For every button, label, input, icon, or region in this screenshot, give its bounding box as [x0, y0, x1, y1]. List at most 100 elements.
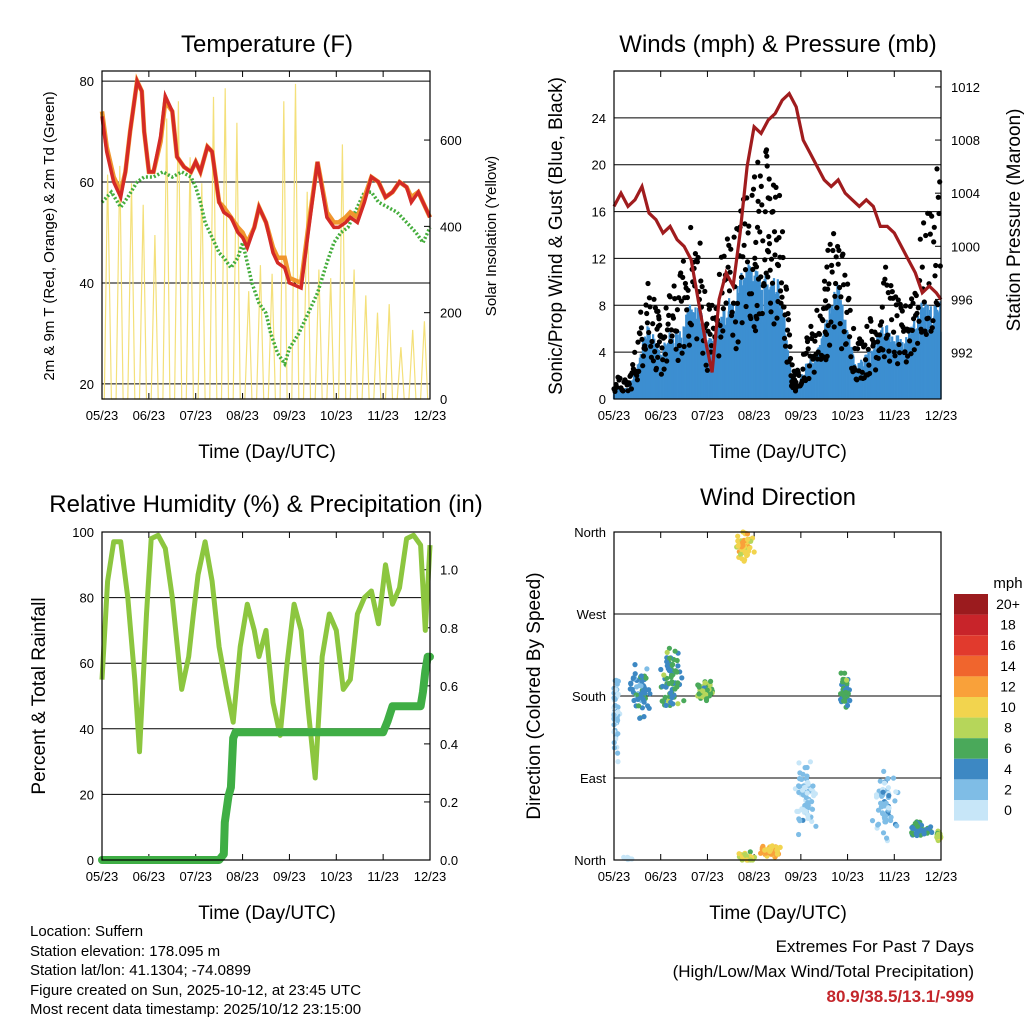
- gust-point: [688, 224, 694, 231]
- rh-precip-plot-area: 0 20 40 60 80 100 05/23 06/23 07/23 08/23 09/23 10/…: [72, 525, 458, 884]
- direction-point: [674, 657, 680, 664]
- gust-point: [730, 332, 736, 338]
- direction-point: [797, 770, 803, 776]
- legend-swatch: [954, 614, 988, 636]
- total-rainfall-line: [98, 652, 434, 864]
- gust-point: [644, 320, 651, 326]
- rh-precip-x-tick-label: 05/23: [86, 869, 119, 884]
- rh-precip-y-tick-label: 20: [80, 787, 94, 802]
- gust-point: [720, 306, 727, 312]
- direction-point: [840, 691, 847, 697]
- temperature-x-tick-label: 08/23: [226, 408, 259, 423]
- temperature-x-tick-label: 10/23: [320, 408, 353, 423]
- direction-point: [696, 691, 702, 697]
- gust-point: [684, 307, 690, 313]
- direction-point: [914, 832, 920, 839]
- gust-point: [910, 300, 916, 306]
- gust-point: [697, 240, 703, 246]
- wind-direction-x-tick-label: 08/23: [738, 869, 771, 884]
- gust-point: [863, 357, 869, 363]
- winds-y-tick-label: 12: [592, 251, 606, 266]
- gust-point: [665, 321, 671, 327]
- wind-direction-y-tick-label: North: [574, 853, 606, 868]
- gust-point: [769, 280, 776, 286]
- wind-direction-y-tick-label: South: [572, 689, 606, 704]
- gust-point: [841, 329, 847, 335]
- gust-point: [894, 313, 900, 319]
- gust-point: [650, 358, 657, 364]
- direction-point: [805, 815, 811, 822]
- gust-point: [826, 281, 832, 287]
- gust-point: [829, 262, 835, 268]
- winds-y-tick-label: 24: [592, 111, 606, 126]
- gust-point: [917, 236, 923, 242]
- gust-point: [686, 333, 692, 339]
- gust-point: [678, 270, 684, 276]
- rh-precip-y-label: Percent & Total Rainfall: [29, 597, 50, 794]
- direction-point: [744, 853, 750, 859]
- gust-point: [825, 286, 831, 292]
- gust-point: [729, 309, 735, 315]
- gust-point: [787, 355, 794, 362]
- direction-point: [802, 784, 808, 791]
- direction-point: [762, 847, 768, 853]
- temperature-x-label: Time (Day/UTC): [198, 442, 336, 463]
- direction-point: [664, 649, 670, 656]
- gust-point: [646, 295, 653, 301]
- gust-point: [742, 267, 749, 273]
- gust-point: [636, 368, 642, 374]
- gust-point: [679, 350, 685, 356]
- gust-point: [684, 294, 691, 301]
- legend-swatch: [954, 635, 988, 656]
- dewpoint-2m-line: [100, 169, 432, 368]
- gust-point: [825, 322, 831, 329]
- wind-direction-y-tick-label: West: [577, 607, 607, 622]
- direction-point: [640, 696, 646, 702]
- gust-point: [879, 304, 885, 310]
- direction-point: [879, 793, 885, 799]
- gust-point: [646, 329, 652, 336]
- direction-point: [742, 549, 748, 555]
- gust-point: [883, 264, 889, 270]
- gust-point: [776, 235, 782, 241]
- direction-point: [882, 813, 889, 819]
- gust-point: [766, 176, 772, 182]
- temperature-y-tick-label: 80: [80, 74, 94, 89]
- gust-point: [823, 331, 830, 337]
- gust-point: [614, 384, 620, 390]
- gust-point: [779, 229, 786, 235]
- gust-point: [760, 238, 766, 244]
- gust-point: [875, 355, 881, 361]
- temperature-y-tick-label: 20: [80, 377, 94, 392]
- rh-precip-x-tick-label: 10/23: [320, 869, 353, 884]
- gust-point: [843, 341, 849, 347]
- legend-label: 18: [1000, 617, 1016, 633]
- gust-point: [735, 339, 741, 345]
- gust-point: [889, 289, 895, 295]
- direction-point: [615, 759, 621, 765]
- gust-point: [685, 287, 691, 293]
- gust-point: [648, 343, 654, 349]
- gust-point: [841, 282, 847, 288]
- gust-point: [911, 347, 917, 353]
- wind-direction-border: [613, 531, 942, 861]
- gust-point: [758, 274, 764, 280]
- rh-precip-x-tick-label: 06/23: [133, 869, 166, 884]
- direction-point: [811, 793, 817, 799]
- direction-point: [708, 691, 714, 697]
- wind-direction-title: Wind Direction: [700, 484, 856, 511]
- gust-point: [767, 267, 773, 273]
- gust-point: [651, 296, 657, 302]
- rh-precip-y-tick-label: 100: [72, 525, 94, 540]
- gust-point: [812, 338, 818, 344]
- gust-point: [698, 278, 704, 284]
- direction-point: [630, 675, 637, 681]
- temperature-panel: Temperature (F) 20 40 60 80 05/23 06/23 07/23 0…: [41, 31, 500, 463]
- gust-point: [672, 296, 678, 302]
- gust-point: [854, 377, 860, 383]
- legend-label: 4: [1004, 761, 1012, 777]
- direction-point: [669, 679, 675, 685]
- gust-point: [903, 303, 909, 309]
- direction-point: [696, 682, 702, 688]
